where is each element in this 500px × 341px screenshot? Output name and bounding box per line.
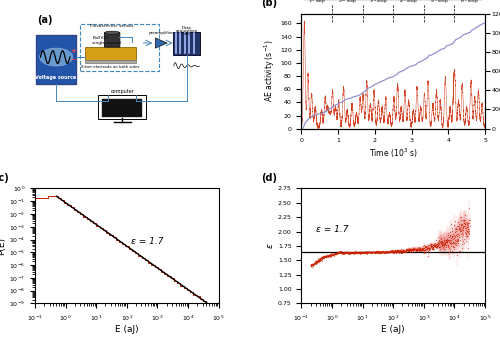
FancyBboxPatch shape	[98, 95, 146, 119]
Text: 5$^{th}$ loop: 5$^{th}$ loop	[430, 0, 448, 7]
Text: single crystal: single crystal	[92, 41, 121, 45]
Y-axis label: P(E): P(E)	[0, 237, 6, 255]
FancyBboxPatch shape	[104, 32, 120, 47]
Text: 6$^{th}$ loop: 6$^{th}$ loop	[460, 0, 479, 7]
Text: ε = 1.7: ε = 1.7	[316, 225, 348, 234]
Text: 4$^{th}$ loop: 4$^{th}$ loop	[399, 0, 417, 7]
Text: +: +	[70, 48, 76, 54]
FancyBboxPatch shape	[173, 31, 201, 55]
X-axis label: E (aJ): E (aJ)	[382, 325, 405, 334]
Text: 2$^{nd}$ loop: 2$^{nd}$ loop	[338, 0, 357, 7]
Text: Silver electrode on both sides: Silver electrode on both sides	[81, 65, 140, 69]
FancyBboxPatch shape	[84, 47, 136, 60]
Text: (a): (a)	[37, 15, 52, 25]
Text: 3$^{rd}$ loop: 3$^{rd}$ loop	[368, 0, 387, 7]
Text: −: −	[70, 57, 76, 63]
Text: 1$^{st}$ loop: 1$^{st}$ loop	[308, 0, 326, 7]
Text: Data: Data	[182, 26, 192, 30]
Ellipse shape	[40, 48, 72, 66]
Ellipse shape	[104, 31, 120, 34]
Text: (d): (d)	[261, 173, 277, 183]
Text: Voltage source: Voltage source	[36, 75, 76, 80]
Text: unit: unit	[182, 32, 190, 36]
Text: (c): (c)	[0, 173, 10, 183]
FancyBboxPatch shape	[36, 35, 76, 84]
Y-axis label: AE activity (s$^{-1}$): AE activity (s$^{-1}$)	[262, 40, 277, 102]
FancyBboxPatch shape	[102, 99, 142, 117]
Text: computer: computer	[110, 89, 134, 93]
Text: (b): (b)	[261, 0, 277, 8]
Text: Piezoelectric sensor: Piezoelectric sensor	[90, 24, 134, 28]
Text: preamplifier: preamplifier	[149, 31, 174, 35]
Text: BaTiO$_3$: BaTiO$_3$	[92, 34, 108, 42]
FancyBboxPatch shape	[84, 60, 136, 63]
Polygon shape	[156, 38, 167, 48]
X-axis label: E (aJ): E (aJ)	[115, 325, 138, 334]
Text: acquisition: acquisition	[176, 29, 198, 33]
X-axis label: Time (10$^3$ s): Time (10$^3$ s)	[369, 146, 418, 160]
Text: ε = 1.7: ε = 1.7	[130, 237, 163, 246]
Y-axis label: ε: ε	[266, 243, 275, 248]
